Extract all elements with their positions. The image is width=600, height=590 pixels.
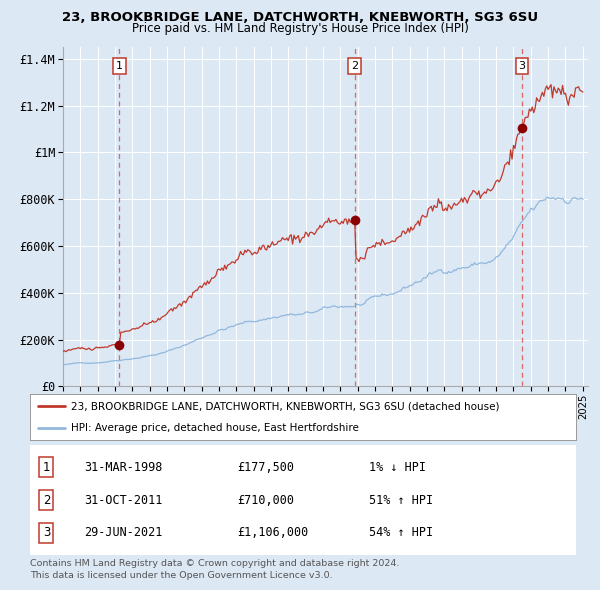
Text: 1: 1: [43, 461, 50, 474]
Text: 51% ↑ HPI: 51% ↑ HPI: [368, 493, 433, 507]
Text: 29-JUN-2021: 29-JUN-2021: [85, 526, 163, 539]
Text: £710,000: £710,000: [238, 493, 295, 507]
Text: Price paid vs. HM Land Registry's House Price Index (HPI): Price paid vs. HM Land Registry's House …: [131, 22, 469, 35]
Text: £1,106,000: £1,106,000: [238, 526, 309, 539]
Text: 31-OCT-2011: 31-OCT-2011: [85, 493, 163, 507]
Text: 1% ↓ HPI: 1% ↓ HPI: [368, 461, 425, 474]
Text: 3: 3: [43, 526, 50, 539]
Text: 23, BROOKBRIDGE LANE, DATCHWORTH, KNEBWORTH, SG3 6SU (detached house): 23, BROOKBRIDGE LANE, DATCHWORTH, KNEBWO…: [71, 401, 499, 411]
Text: HPI: Average price, detached house, East Hertfordshire: HPI: Average price, detached house, East…: [71, 423, 359, 433]
Text: 2: 2: [43, 493, 50, 507]
Text: This data is licensed under the Open Government Licence v3.0.: This data is licensed under the Open Gov…: [30, 571, 332, 579]
Text: 54% ↑ HPI: 54% ↑ HPI: [368, 526, 433, 539]
Text: £177,500: £177,500: [238, 461, 295, 474]
Text: 1: 1: [116, 61, 123, 71]
Text: 2: 2: [351, 61, 358, 71]
Text: 31-MAR-1998: 31-MAR-1998: [85, 461, 163, 474]
Text: 3: 3: [518, 61, 526, 71]
Text: 23, BROOKBRIDGE LANE, DATCHWORTH, KNEBWORTH, SG3 6SU: 23, BROOKBRIDGE LANE, DATCHWORTH, KNEBWO…: [62, 11, 538, 24]
Text: Contains HM Land Registry data © Crown copyright and database right 2024.: Contains HM Land Registry data © Crown c…: [30, 559, 400, 568]
